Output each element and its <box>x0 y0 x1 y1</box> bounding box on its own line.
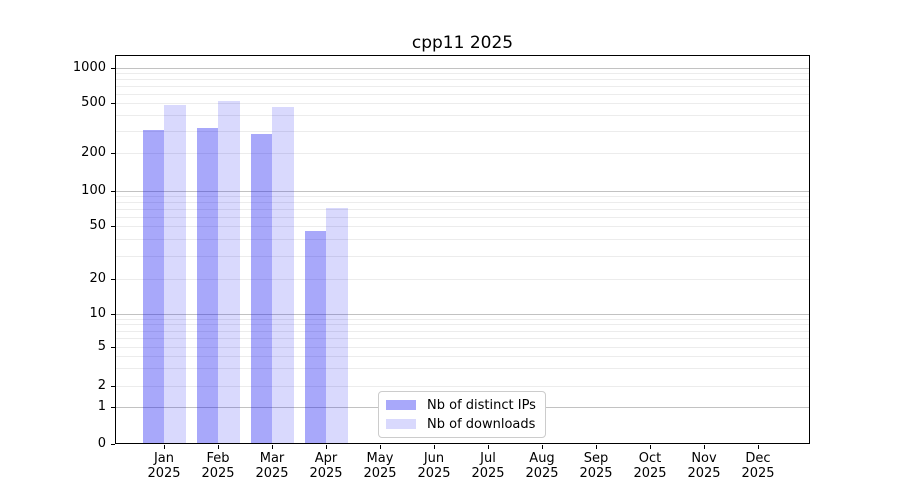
x-tick-mark <box>380 445 381 449</box>
x-tick-mark <box>218 445 219 449</box>
y-tick-mark <box>111 103 115 104</box>
y-tick-label: 500 <box>81 95 106 110</box>
bar-downloads <box>326 208 348 443</box>
gridline-major <box>116 313 809 315</box>
gridline-minor <box>116 255 809 257</box>
y-tick-label: 1 <box>97 398 106 414</box>
gridline-minor <box>116 208 809 210</box>
gridline-minor <box>116 130 809 132</box>
y-tick-mark <box>111 153 115 154</box>
x-tick-mark <box>164 445 165 449</box>
gridline-minor <box>116 356 809 358</box>
y-tick-mark <box>111 191 115 192</box>
y-tick-label: 200 <box>81 145 106 160</box>
y-tick-label: 5 <box>97 339 106 354</box>
gridline-minor <box>116 85 809 87</box>
x-tick-label: Jul 2025 <box>471 451 505 481</box>
x-tick-label: Feb 2025 <box>201 451 235 481</box>
bar-distinct-ips <box>250 134 272 443</box>
gridline-minor <box>116 115 809 117</box>
legend-swatch-distinct-ips <box>386 400 416 410</box>
y-tick-label: 1000 <box>72 59 106 75</box>
bar-distinct-ips <box>142 129 164 443</box>
legend-entry-distinct-ips: Nb of distinct IPs <box>386 398 538 413</box>
y-tick-mark <box>111 226 115 227</box>
gridline-minor <box>116 195 809 197</box>
plot-area <box>115 55 810 444</box>
bar-distinct-ips <box>196 127 218 443</box>
legend-swatch-downloads <box>386 419 416 429</box>
gridline-minor <box>116 318 809 320</box>
bar-downloads <box>164 104 186 443</box>
x-tick-mark <box>650 445 651 449</box>
gridline-minor <box>116 93 809 95</box>
x-tick-label: Apr 2025 <box>309 451 343 481</box>
y-tick-mark <box>111 68 115 69</box>
gridline-major <box>116 67 809 69</box>
x-tick-mark <box>326 445 327 449</box>
legend-label-distinct-ips: Nb of distinct IPs <box>427 397 536 413</box>
y-tick-label: 20 <box>89 271 106 286</box>
gridline-minor <box>116 385 809 387</box>
legend-label-downloads: Nb of downloads <box>427 416 536 432</box>
gridline-minor <box>116 324 809 326</box>
legend: Nb of distinct IPs Nb of downloads <box>378 391 546 438</box>
x-tick-label: Jan 2025 <box>147 451 181 481</box>
x-tick-label: Nov 2025 <box>687 451 721 481</box>
gridline-minor <box>116 78 809 80</box>
gridline-minor <box>116 279 809 280</box>
gridline-minor <box>116 238 809 240</box>
gridline-minor <box>116 103 809 104</box>
gridline-minor <box>116 226 809 227</box>
y-tick-label: 10 <box>89 305 106 321</box>
x-tick-label: Mar 2025 <box>255 451 289 481</box>
y-tick-mark <box>111 444 115 445</box>
y-tick-label: 0 <box>97 436 106 451</box>
y-tick-mark <box>111 314 115 315</box>
bar-downloads <box>218 100 240 443</box>
y-tick-label: 50 <box>89 218 106 233</box>
y-tick-mark <box>111 347 115 348</box>
x-tick-label: Aug 2025 <box>525 451 559 481</box>
gridline-minor <box>116 330 809 332</box>
gridline-major <box>116 190 809 192</box>
gridline-minor <box>116 368 809 370</box>
bar-downloads <box>272 106 294 443</box>
legend-entry-downloads: Nb of downloads <box>386 417 538 432</box>
gridline-minor <box>116 347 809 348</box>
x-tick-label: May 2025 <box>363 451 397 481</box>
x-tick-mark <box>272 445 273 449</box>
x-tick-mark <box>758 445 759 449</box>
x-tick-mark <box>542 445 543 449</box>
y-tick-mark <box>111 407 115 408</box>
x-tick-mark <box>488 445 489 449</box>
gridline-minor <box>116 338 809 340</box>
x-tick-mark <box>704 445 705 449</box>
gridline-minor <box>116 153 809 154</box>
x-tick-mark <box>596 445 597 449</box>
x-tick-label: Dec 2025 <box>741 451 775 481</box>
y-tick-label: 100 <box>81 182 106 198</box>
x-tick-label: Jun 2025 <box>417 451 451 481</box>
y-tick-mark <box>111 279 115 280</box>
x-tick-label: Oct 2025 <box>633 451 667 481</box>
bar-distinct-ips <box>304 230 326 443</box>
gridline-minor <box>116 201 809 203</box>
x-tick-mark <box>434 445 435 449</box>
y-tick-mark <box>111 386 115 387</box>
x-tick-label: Sep 2025 <box>579 451 613 481</box>
gridline-minor <box>116 216 809 218</box>
y-tick-label: 2 <box>97 377 106 393</box>
gridline-minor <box>116 72 809 74</box>
chart-title: cpp11 2025 <box>411 33 514 53</box>
